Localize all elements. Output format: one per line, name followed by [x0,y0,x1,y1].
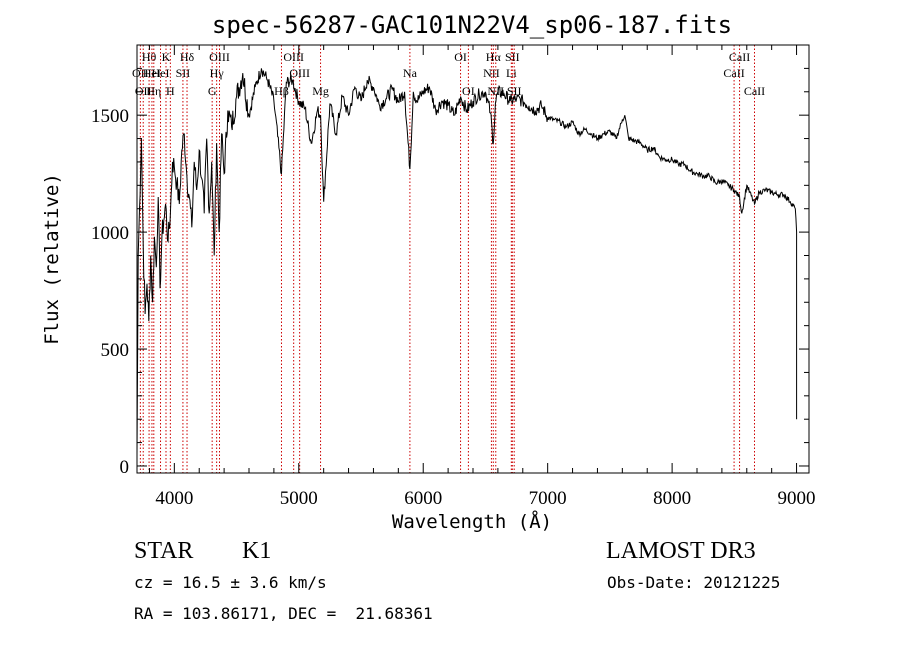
spectral-line-label-16: Mg [312,84,329,98]
spectral-line-label-27: CaII [729,50,750,64]
spectral-line-label-12: OIII [209,50,230,64]
spectral-line-label-28: CaII [744,84,765,98]
survey-name: LAMOST DR3 [606,538,756,564]
spectral-line-label-26: CaII [723,66,744,80]
coordinates: RA = 103.86171, DEC = 21.68361 [134,604,433,623]
spectral-line-label-14: OIII [283,50,304,64]
redshift-velocity: cz = 16.5 ± 3.6 km/s [134,573,327,592]
spectral-line-label-20: NII [483,66,500,80]
spectral-line-label-18: OI [454,50,467,64]
spectral-line-markers: OIIOIIHθHeIHηHeIKHSIIHδGHγOIIIHβOIIIOIII… [132,45,765,473]
chart-title: spec-56287-GAC101N22V4_sp06-187.fits [212,11,732,39]
y-tick-label-1: 500 [101,340,130,361]
y-tick-label-0: 0 [120,457,130,478]
observation-date: Obs-Date: 20121225 [607,573,781,592]
x-tick-label-4: 8000 [653,488,691,509]
spectral-line-label-9: Hδ [180,50,195,64]
x-tick-label-2: 6000 [404,488,442,509]
axis-ticks: 4000 5000 6000 7000 8000 9000 0 500 1000 1500 [91,45,816,509]
spectral-line-label-13: Hβ [274,84,289,98]
spectral-line-label-1: OII [135,84,152,98]
plot-frame [136,44,810,474]
spectral-line-label-7: H [166,84,175,98]
spectral-line-label-15: OIII [289,66,310,80]
x-tick-label-5: 9000 [778,488,816,509]
spectral-line-label-6: K [162,50,171,64]
spectral-line-label-8: SII [176,66,191,80]
spectral-line-label-24: SII [505,50,520,64]
spectral-line-label-25: SII [507,84,522,98]
x-axis-label: Wavelength (Å) [392,510,552,533]
flux-series [136,68,798,455]
spectral-line-label-21: Hα [486,50,502,64]
spectral-line-label-3: HeI [143,66,161,80]
spectral-line-label-10: G [208,84,217,98]
spectral-line-label-19: OI [462,84,475,98]
y-axis-label: Flux (relative) [41,173,63,345]
spectral-line-label-17: Na [403,66,418,80]
spectral-line-label-4: Hη [146,84,161,98]
spectral-line-label-11: Hγ [210,66,225,80]
subclass: K1 [242,538,272,564]
spectral-line-label-2: Hθ [142,50,157,64]
spectral-line-label-5: HeI [152,66,170,80]
object-type: STAR [134,538,194,564]
y-tick-label-3: 1500 [91,106,129,127]
y-tick-label-2: 1000 [91,223,129,244]
flux-line [136,68,798,455]
x-tick-label-0: 4000 [155,488,193,509]
spectral-line-label-23: Li [506,66,517,80]
spectral-line-label-0: OII [132,66,149,80]
x-tick-label-3: 7000 [529,488,567,509]
x-tick-label-1: 5000 [280,488,318,509]
